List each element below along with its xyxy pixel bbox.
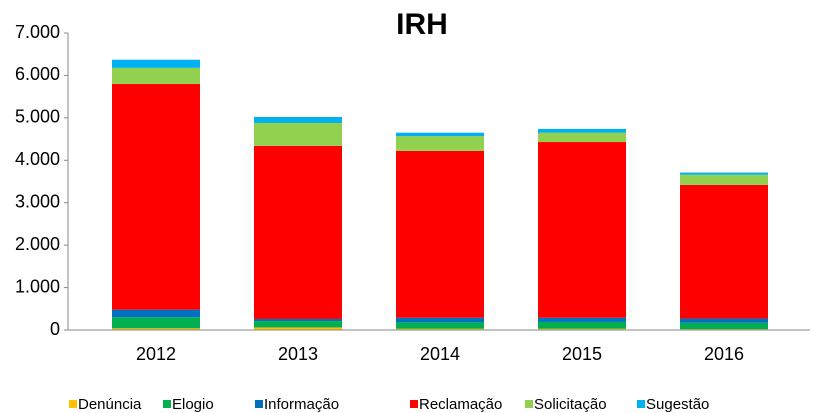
bar-segment [538,132,626,143]
bar-segment [538,128,626,133]
legend-label: Denúncia [78,396,142,413]
bar-segment [396,317,484,323]
bar-segment [254,321,342,328]
legend-swatch [163,400,171,408]
legend-swatch [255,400,263,408]
x-tick-label: 2013 [278,344,318,364]
bar-segment [112,83,200,310]
bar-segment [254,117,342,123]
x-tick-label: 2015 [562,344,602,364]
bar-segment [538,328,626,330]
bar-segment [396,132,484,137]
chart-title: IRH [396,8,448,41]
bar-segment [680,184,768,319]
bar-segment [112,309,200,318]
x-tick-label: 2012 [136,344,176,364]
legend-swatch [69,400,77,408]
y-tick-label: 0 [50,319,60,339]
bar-segment [538,321,626,329]
bar-segment [254,145,342,319]
bar-segment [396,150,484,318]
legend-swatch [525,400,533,408]
bar-segment [112,317,200,329]
bar-segment [680,322,768,330]
legend-label: Sugestão [646,396,709,413]
bar-segment [112,328,200,330]
y-tick-label: 7.000 [15,22,60,42]
legend-swatch [637,400,645,408]
x-tick-label: 2014 [420,344,460,364]
y-tick-label: 5.000 [15,107,60,127]
legend-swatch [410,400,418,408]
bar-segment [396,322,484,329]
bar-segment [254,122,342,146]
bar-segment [112,67,200,84]
bar-segment [680,172,768,175]
legend-label: Solicitação [534,396,607,413]
bar-segment [680,174,768,185]
y-tick-label: 4.000 [15,149,60,169]
bar-segment [396,136,484,151]
y-tick-label: 1.000 [15,276,60,296]
y-tick-label: 2.000 [15,234,60,254]
bar-segment [680,318,768,323]
y-tick-label: 3.000 [15,191,60,211]
bar-segment [538,317,626,322]
x-tick-label: 2016 [704,344,744,364]
bar-segment [538,142,626,318]
bar-segment [396,328,484,330]
bar-segment [112,59,200,68]
bar-segment [254,327,342,330]
legend-label: Informação [264,396,339,413]
legend-label: Elogio [172,396,214,413]
y-tick-label: 6.000 [15,64,60,84]
bar-segment [254,318,342,322]
legend-label: Reclamação [419,396,502,413]
